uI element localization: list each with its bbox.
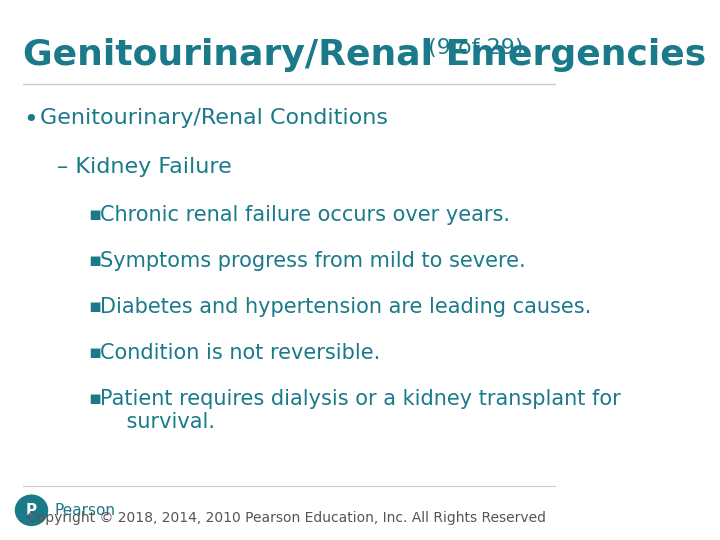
Text: Diabetes and hypertension are leading causes.: Diabetes and hypertension are leading ca… bbox=[100, 297, 591, 317]
Text: Genitourinary/Renal Emergencies: Genitourinary/Renal Emergencies bbox=[23, 38, 706, 72]
Text: ▪: ▪ bbox=[89, 389, 102, 408]
Text: ▪: ▪ bbox=[89, 343, 102, 362]
Circle shape bbox=[15, 495, 48, 525]
Text: Chronic renal failure occurs over years.: Chronic renal failure occurs over years. bbox=[100, 205, 510, 225]
Text: Symptoms progress from mild to severe.: Symptoms progress from mild to severe. bbox=[100, 251, 526, 271]
Text: Patient requires dialysis or a kidney transplant for
    survival.: Patient requires dialysis or a kidney tr… bbox=[100, 389, 621, 432]
Text: Condition is not reversible.: Condition is not reversible. bbox=[100, 343, 380, 363]
Text: Pearson: Pearson bbox=[55, 503, 115, 518]
Text: •: • bbox=[23, 108, 37, 132]
Text: Genitourinary/Renal Conditions: Genitourinary/Renal Conditions bbox=[40, 108, 388, 128]
Text: Copyright © 2018, 2014, 2010 Pearson Education, Inc. All Rights Reserved: Copyright © 2018, 2014, 2010 Pearson Edu… bbox=[27, 511, 546, 525]
Text: P: P bbox=[26, 503, 37, 518]
Text: ▪: ▪ bbox=[89, 297, 102, 316]
Text: – Kidney Failure: – Kidney Failure bbox=[58, 157, 232, 177]
Text: (9 of 29): (9 of 29) bbox=[420, 38, 523, 58]
Text: ▪: ▪ bbox=[89, 251, 102, 270]
Text: ▪: ▪ bbox=[89, 205, 102, 224]
